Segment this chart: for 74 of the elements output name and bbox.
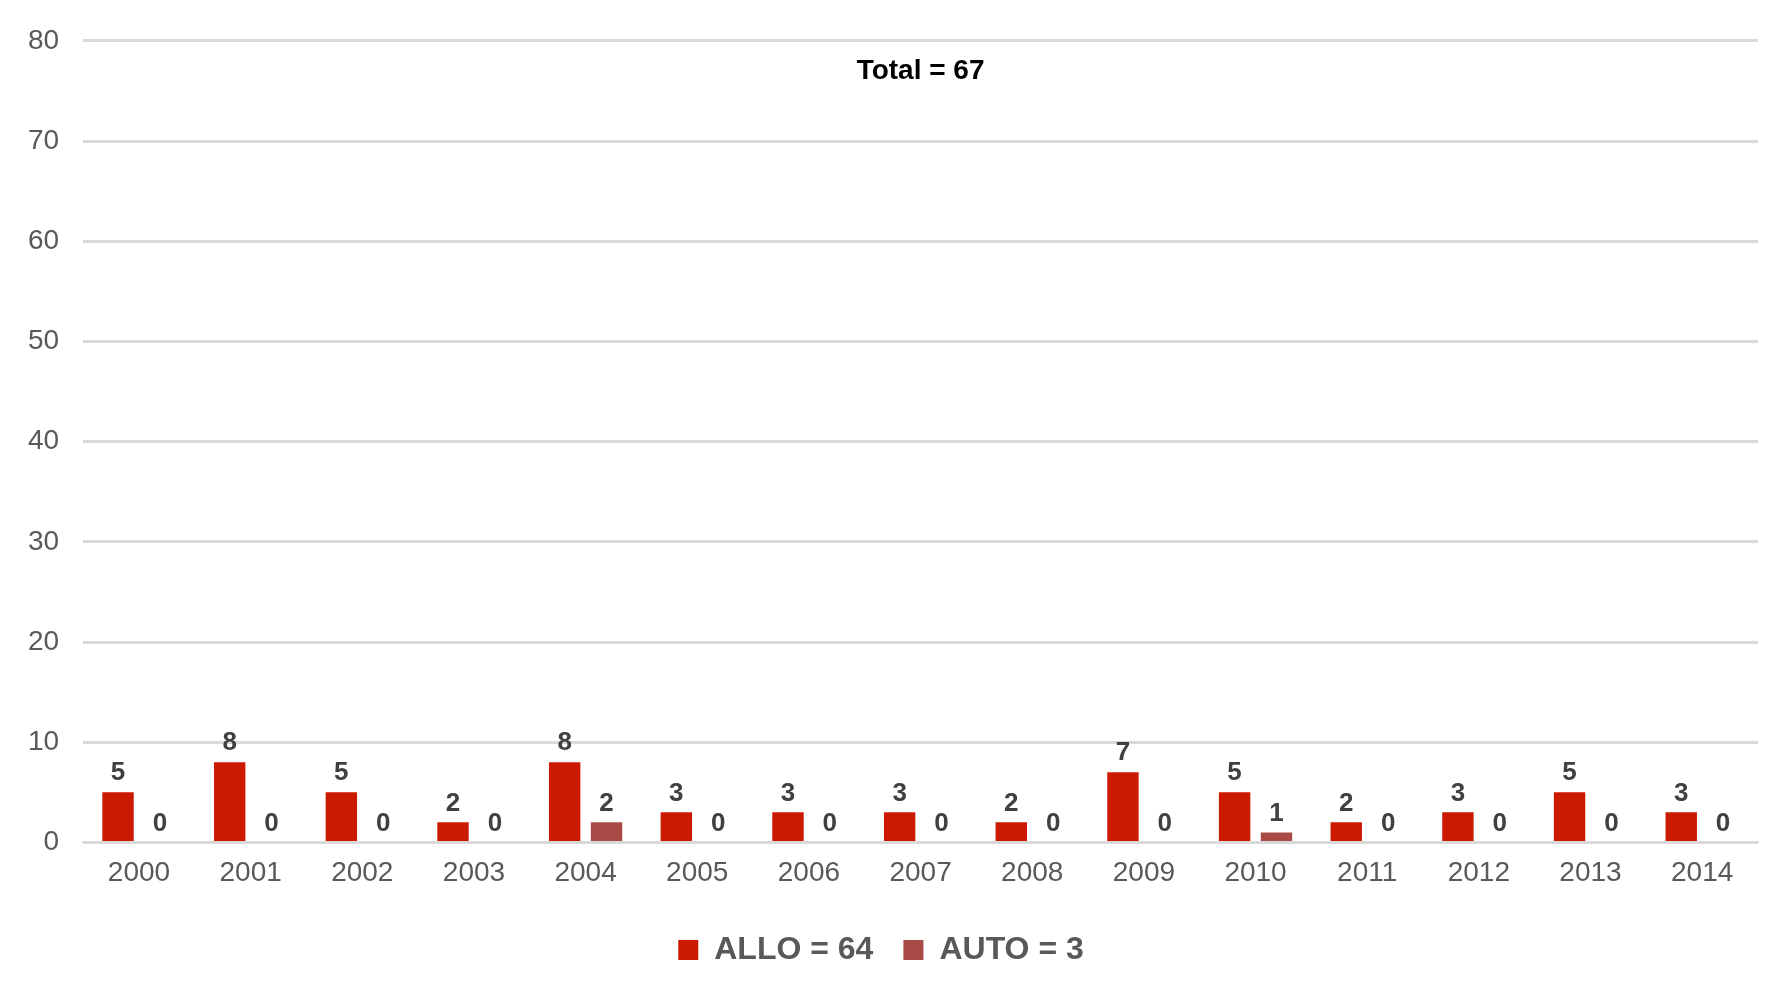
bar	[1330, 822, 1362, 841]
data-label: 0	[487, 806, 503, 837]
data-label: 0	[822, 806, 838, 837]
data-label: 0	[375, 806, 391, 837]
bar	[213, 762, 246, 841]
data-label: 0	[1045, 806, 1061, 837]
data-label: 8	[222, 726, 237, 757]
data-label: 2	[1339, 786, 1354, 817]
data-label: 3	[669, 776, 684, 807]
bar	[325, 792, 358, 841]
bar	[548, 762, 581, 841]
y-tick-label: 70	[27, 123, 60, 155]
bar	[1260, 832, 1293, 841]
x-tick-label: 2007	[889, 855, 952, 887]
bar	[1665, 812, 1697, 841]
data-label: 2	[599, 786, 614, 817]
bar	[1553, 792, 1586, 841]
x-tick-label: 2013	[1559, 855, 1622, 887]
data-label: 5	[1562, 756, 1577, 787]
data-label: 1	[1269, 796, 1284, 827]
y-tick-label: 20	[27, 624, 60, 656]
x-tick-label: 2003	[442, 855, 506, 887]
bar	[883, 812, 916, 841]
data-label: 5	[110, 756, 126, 787]
bar	[995, 822, 1027, 841]
data-label: 5	[334, 756, 349, 787]
x-tick-label: 2011	[1337, 855, 1398, 887]
y-tick-label: 60	[27, 223, 60, 255]
data-label: 0	[1157, 806, 1173, 837]
bar	[102, 792, 134, 841]
data-label: 0	[710, 806, 726, 837]
x-tick-label: 2010	[1224, 855, 1287, 887]
x-tick-label: 2014	[1671, 855, 1734, 887]
y-tick-label: 30	[27, 524, 60, 556]
bar	[1107, 772, 1139, 841]
data-label: 2	[445, 786, 461, 817]
x-tick-label: 2000	[107, 855, 171, 887]
data-label: 7	[1115, 736, 1131, 767]
x-tick-label: 2005	[666, 855, 729, 887]
bar	[590, 822, 623, 841]
x-tick-label: 2008	[1001, 855, 1064, 887]
data-label: 3	[1450, 776, 1466, 807]
data-label: 0	[1492, 806, 1508, 837]
y-tick-label: 50	[27, 324, 60, 356]
bar	[1218, 792, 1251, 841]
bar	[660, 812, 693, 841]
data-label: 3	[892, 776, 907, 807]
data-label: 0	[1715, 806, 1731, 837]
x-tick-label: 2006	[777, 855, 841, 887]
text: Total = 67	[856, 53, 985, 85]
y-tick-label: 80	[27, 23, 60, 55]
data-label: 0	[1604, 806, 1619, 837]
data-label: 0	[264, 806, 279, 837]
data-label: 8	[557, 726, 572, 757]
data-label: 0	[1380, 806, 1396, 837]
data-label: 3	[780, 776, 796, 807]
bar	[1442, 812, 1474, 841]
data-label: 0	[934, 806, 949, 837]
legend-label: AUTO = 3	[939, 929, 1084, 966]
x-tick-label: 2002	[331, 855, 394, 887]
y-tick-label: 0	[43, 825, 60, 857]
data-label: 3	[1674, 776, 1689, 807]
bar	[772, 812, 804, 841]
data-label: 2	[1004, 786, 1019, 817]
y-tick-label: 10	[27, 724, 60, 756]
x-tick-label: 2001	[219, 855, 282, 887]
y-tick-label: 40	[27, 424, 60, 456]
x-tick-label: 2009	[1112, 855, 1176, 887]
x-tick-label: 2004	[554, 855, 617, 887]
bar	[437, 822, 469, 841]
data-label: 0	[152, 806, 168, 837]
legend-label: ALLO = 64	[714, 929, 874, 966]
x-tick-label: 2012	[1447, 855, 1511, 887]
data-label: 5	[1227, 756, 1242, 787]
